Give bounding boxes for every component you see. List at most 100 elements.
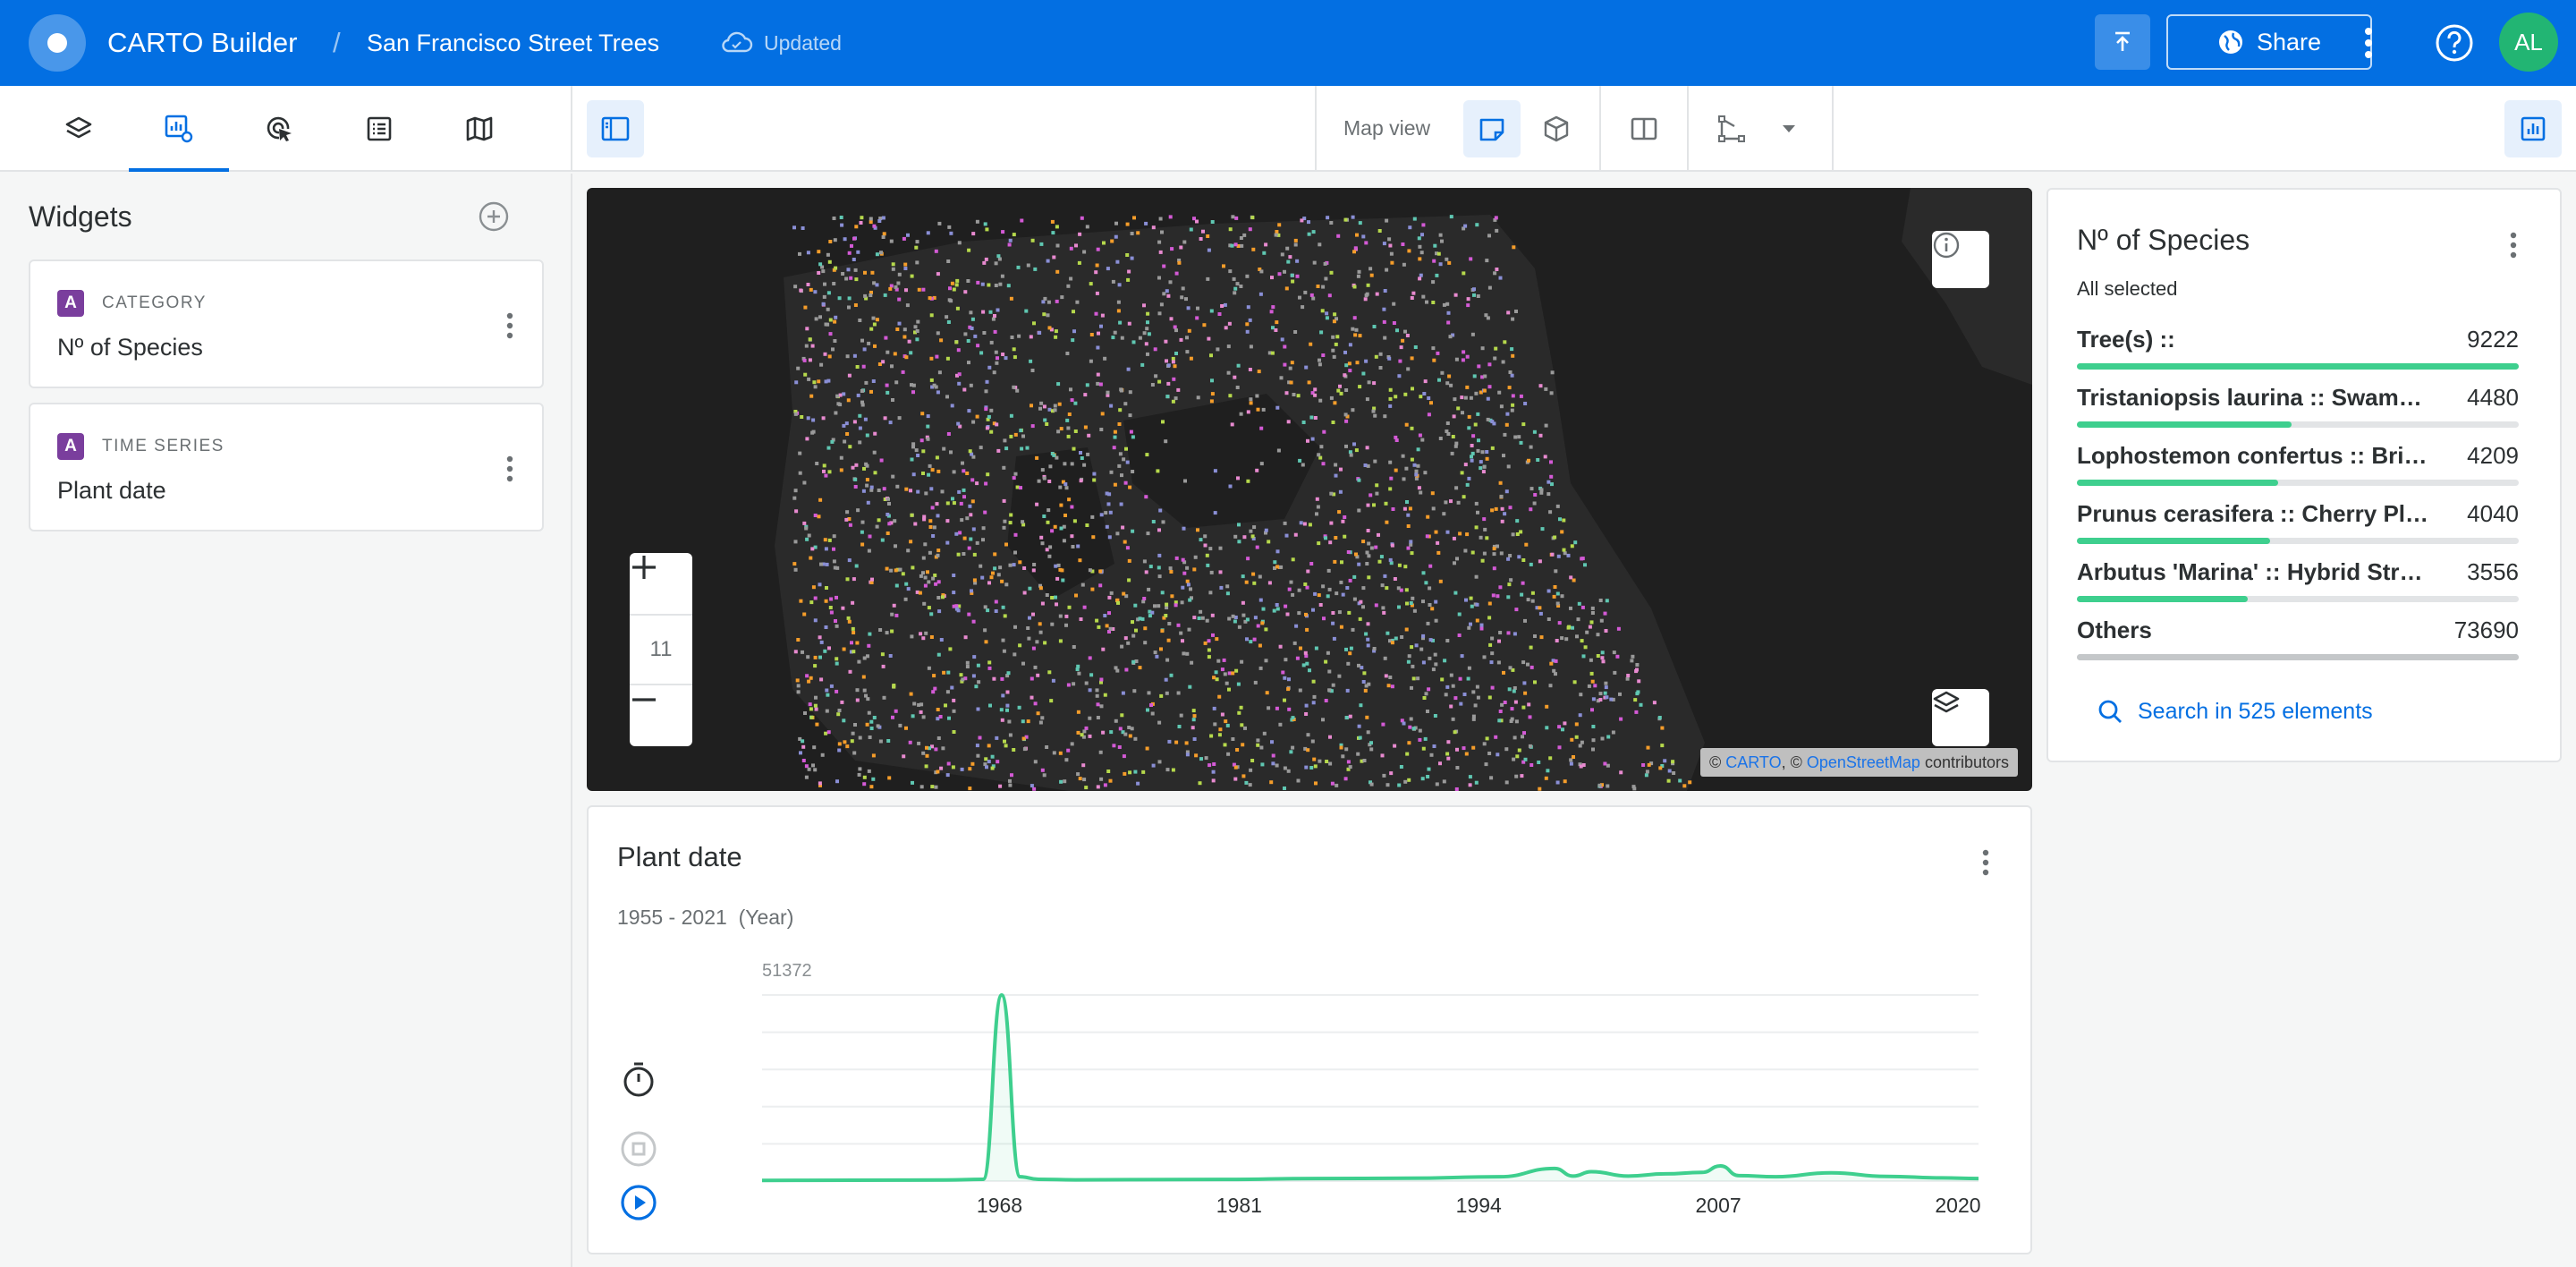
zoom-in-button[interactable] bbox=[630, 553, 692, 616]
chart-panel-icon bbox=[2521, 116, 2546, 141]
category-label: Tristaniopsis laurina :: Swamp Myrtle bbox=[2077, 384, 2435, 411]
category-row[interactable]: Prunus cerasifera :: Cherry Plum 4040 bbox=[2077, 498, 2519, 556]
3d-view-button[interactable] bbox=[1528, 100, 1585, 157]
split-view-button[interactable] bbox=[1615, 100, 1673, 157]
legend-icon bbox=[367, 116, 392, 141]
category-value: 73690 bbox=[2453, 616, 2519, 643]
2d-map-icon bbox=[1479, 118, 1504, 141]
toggle-right-panel-button[interactable] bbox=[2504, 100, 2562, 157]
2d-view-button[interactable] bbox=[1463, 100, 1521, 157]
map-view-label: Map view bbox=[1343, 116, 1431, 140]
toolbar-divider bbox=[1687, 86, 1689, 172]
tab-legend[interactable] bbox=[329, 86, 429, 172]
map-info-button[interactable] bbox=[1932, 231, 1989, 288]
widget-options-icon[interactable] bbox=[1975, 845, 1996, 880]
tab-layers[interactable] bbox=[29, 86, 129, 172]
osm-link[interactable]: OpenStreetMap bbox=[1806, 753, 1920, 771]
caret-down-icon bbox=[1783, 125, 1795, 132]
category-label: Lophostemon confertus :: Brisbane Box bbox=[2077, 442, 2435, 469]
draw-tool-button[interactable] bbox=[1703, 100, 1760, 157]
search-categories-link[interactable]: Search in 525 elements bbox=[2097, 696, 2373, 727]
category-bar-track bbox=[2077, 363, 2519, 370]
category-row[interactable]: Arbutus 'Marina' :: Hybrid Strawberry Tr… bbox=[2077, 557, 2519, 614]
widget-options-icon[interactable] bbox=[2503, 227, 2524, 263]
search-label: Search in 525 elements bbox=[2138, 699, 2373, 724]
save-status: Updated bbox=[721, 29, 842, 57]
widget-options-icon[interactable] bbox=[499, 451, 521, 487]
share-button[interactable]: Share bbox=[2166, 14, 2372, 70]
series-line bbox=[762, 993, 1979, 1183]
category-label: Prunus cerasifera :: Cherry Plum bbox=[2077, 500, 2435, 527]
stop-icon[interactable] bbox=[619, 1129, 658, 1169]
interactions-icon bbox=[267, 116, 292, 141]
tab-basemap[interactable] bbox=[429, 86, 530, 172]
toolbar-divider bbox=[1832, 86, 1834, 172]
carto-link[interactable]: CARTO bbox=[1725, 753, 1782, 771]
speed-timer-icon[interactable] bbox=[619, 1059, 658, 1099]
app-title: CARTO Builder bbox=[107, 27, 298, 58]
add-widget-icon[interactable] bbox=[478, 200, 510, 233]
breadcrumb-separator: / bbox=[333, 27, 341, 58]
street-trees-map[interactable] bbox=[587, 188, 2032, 791]
category-bar-fill bbox=[2077, 421, 2292, 428]
category-widget: Nº of Species All selected Tree(s) :: 922… bbox=[2046, 188, 2562, 762]
category-bar-fill bbox=[2077, 480, 2279, 486]
map-toolbar: Map view bbox=[0, 86, 2576, 172]
attribution-suffix: contributors bbox=[1924, 753, 2009, 771]
help-icon[interactable] bbox=[2435, 23, 2474, 63]
widget-title: Nº of Species bbox=[2077, 224, 2250, 256]
category-bar-track bbox=[2077, 654, 2519, 660]
category-value: 3556 bbox=[2467, 558, 2519, 585]
share-label: Share bbox=[2256, 28, 2322, 55]
time-series-widget: Plant date 1955 - 2021 (Year) 51372 1968… bbox=[587, 805, 2032, 1254]
data-source-badge: A bbox=[57, 290, 84, 317]
category-label: Arbutus 'Marina' :: Hybrid Strawberry Tr… bbox=[2077, 558, 2435, 585]
map-title[interactable]: San Francisco Street Trees bbox=[367, 30, 660, 56]
cloud-icon bbox=[722, 31, 753, 53]
tab-interactions[interactable] bbox=[229, 86, 329, 172]
polygon-draw-icon bbox=[1718, 115, 1745, 142]
category-value: 4209 bbox=[2467, 442, 2519, 469]
widget-name: Nº of Species bbox=[57, 334, 203, 361]
category-bar-fill bbox=[2077, 538, 2271, 544]
carto-logo[interactable] bbox=[29, 14, 86, 72]
category-row[interactable]: Lophostemon confertus :: Brisbane Box 420… bbox=[2077, 440, 2519, 497]
left-panel-tabs bbox=[0, 86, 572, 172]
x-tick-label: 1994 bbox=[1455, 1194, 1502, 1217]
category-bar-track bbox=[2077, 596, 2519, 602]
category-row[interactable]: Others 73690 bbox=[2077, 615, 2519, 672]
data-source-badge: A bbox=[57, 433, 84, 460]
globe-icon bbox=[2218, 30, 2242, 54]
more-options-icon[interactable] bbox=[2351, 20, 2386, 66]
plus-icon bbox=[632, 556, 656, 579]
time-series-chart[interactable] bbox=[762, 982, 1979, 1188]
view-controls bbox=[1315, 86, 1317, 172]
category-label: Tree(s) :: bbox=[2077, 326, 2175, 353]
widget-type: TIME SERIES bbox=[102, 437, 225, 455]
play-icon[interactable] bbox=[619, 1183, 658, 1222]
toolbar-divider bbox=[1599, 86, 1601, 172]
category-row[interactable]: Tristaniopsis laurina :: Swamp Myrtle 448… bbox=[2077, 382, 2519, 439]
time-unit: (Year) bbox=[738, 906, 794, 929]
map-canvas[interactable]: 11 © CARTO, © OpenStreetMap contributors bbox=[587, 188, 2032, 791]
widget-card-time-series[interactable]: A TIME SERIES Plant date bbox=[29, 403, 544, 531]
category-row[interactable]: Tree(s) :: 9222 bbox=[2077, 324, 2519, 381]
toggle-left-panel-button[interactable] bbox=[587, 100, 644, 157]
widget-options-icon[interactable] bbox=[499, 308, 521, 344]
tab-widgets[interactable] bbox=[129, 86, 229, 172]
map-layers-button[interactable] bbox=[1932, 689, 1989, 746]
cube-icon bbox=[1544, 115, 1569, 142]
zoom-out-button[interactable] bbox=[630, 684, 692, 746]
widget-name: Plant date bbox=[57, 477, 166, 504]
publish-button[interactable] bbox=[2095, 14, 2150, 70]
category-bar-fill bbox=[2077, 363, 2519, 370]
app-header: CARTO Builder / San Francisco Street Tre… bbox=[0, 0, 2576, 86]
copyright-symbol: © bbox=[1708, 753, 1722, 771]
category-bar-fill bbox=[2077, 596, 2248, 602]
search-icon bbox=[2098, 700, 2122, 723]
basemap-icon bbox=[466, 116, 493, 141]
draw-tool-dropdown[interactable] bbox=[1762, 100, 1816, 157]
widget-card-category[interactable]: A CATEGORY Nº of Species bbox=[29, 259, 544, 388]
category-bar-track bbox=[2077, 421, 2519, 428]
user-avatar[interactable]: AL bbox=[2499, 13, 2558, 72]
